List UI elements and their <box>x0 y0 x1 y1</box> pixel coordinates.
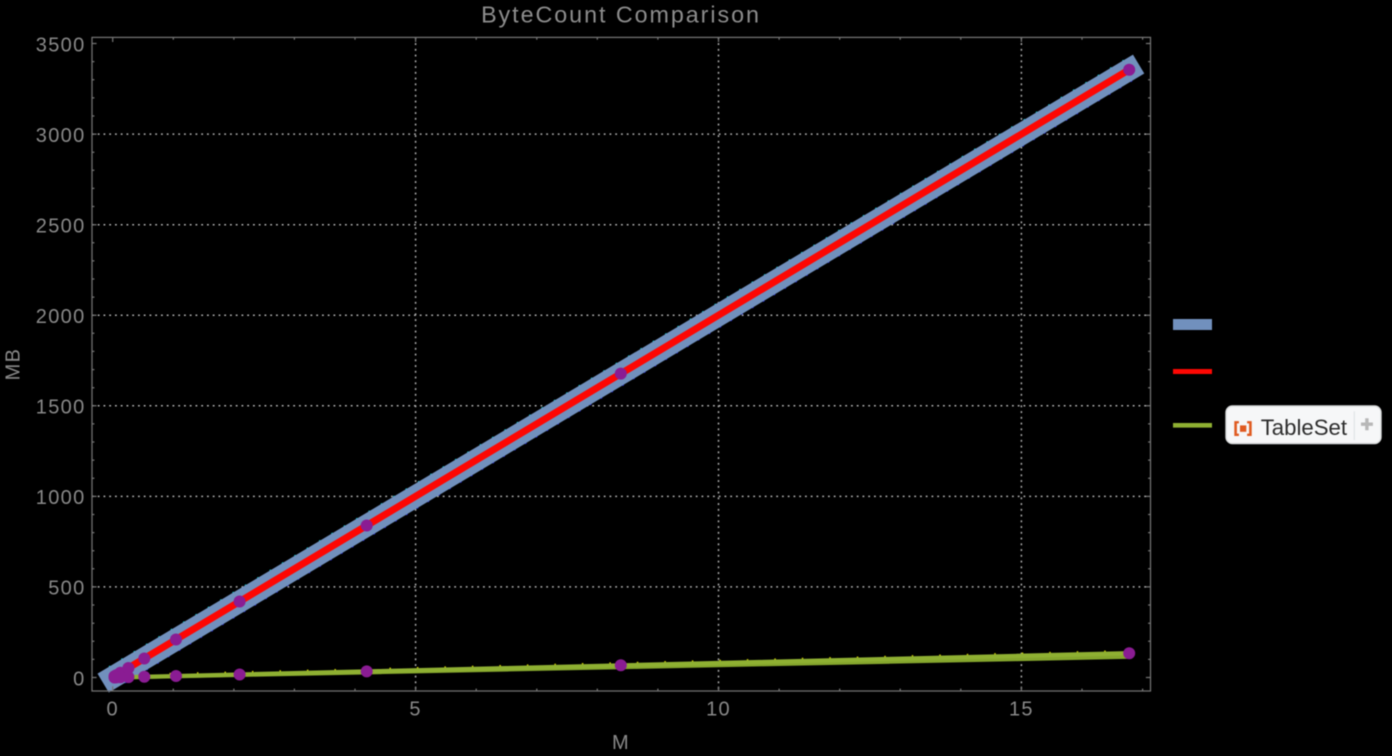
svg-text:0: 0 <box>73 668 85 690</box>
svg-text:500: 500 <box>48 578 85 600</box>
svg-text:15: 15 <box>1009 699 1034 721</box>
svg-text:ByteCount Comparison: ByteCount Comparison <box>481 2 761 28</box>
svg-text:10: 10 <box>706 699 731 721</box>
svg-text:TableSet: TableSet <box>1261 415 1347 440</box>
svg-text:5: 5 <box>409 699 421 721</box>
svg-text:M: M <box>612 732 630 754</box>
svg-text:2000: 2000 <box>36 306 86 328</box>
svg-text:0: 0 <box>106 699 118 721</box>
svg-text:1000: 1000 <box>36 487 86 509</box>
svg-text:3000: 3000 <box>36 125 86 147</box>
svg-text:MB: MB <box>3 348 25 381</box>
svg-text:3500: 3500 <box>36 34 86 56</box>
svg-text:1500: 1500 <box>36 397 86 419</box>
svg-text:2500: 2500 <box>36 216 86 238</box>
